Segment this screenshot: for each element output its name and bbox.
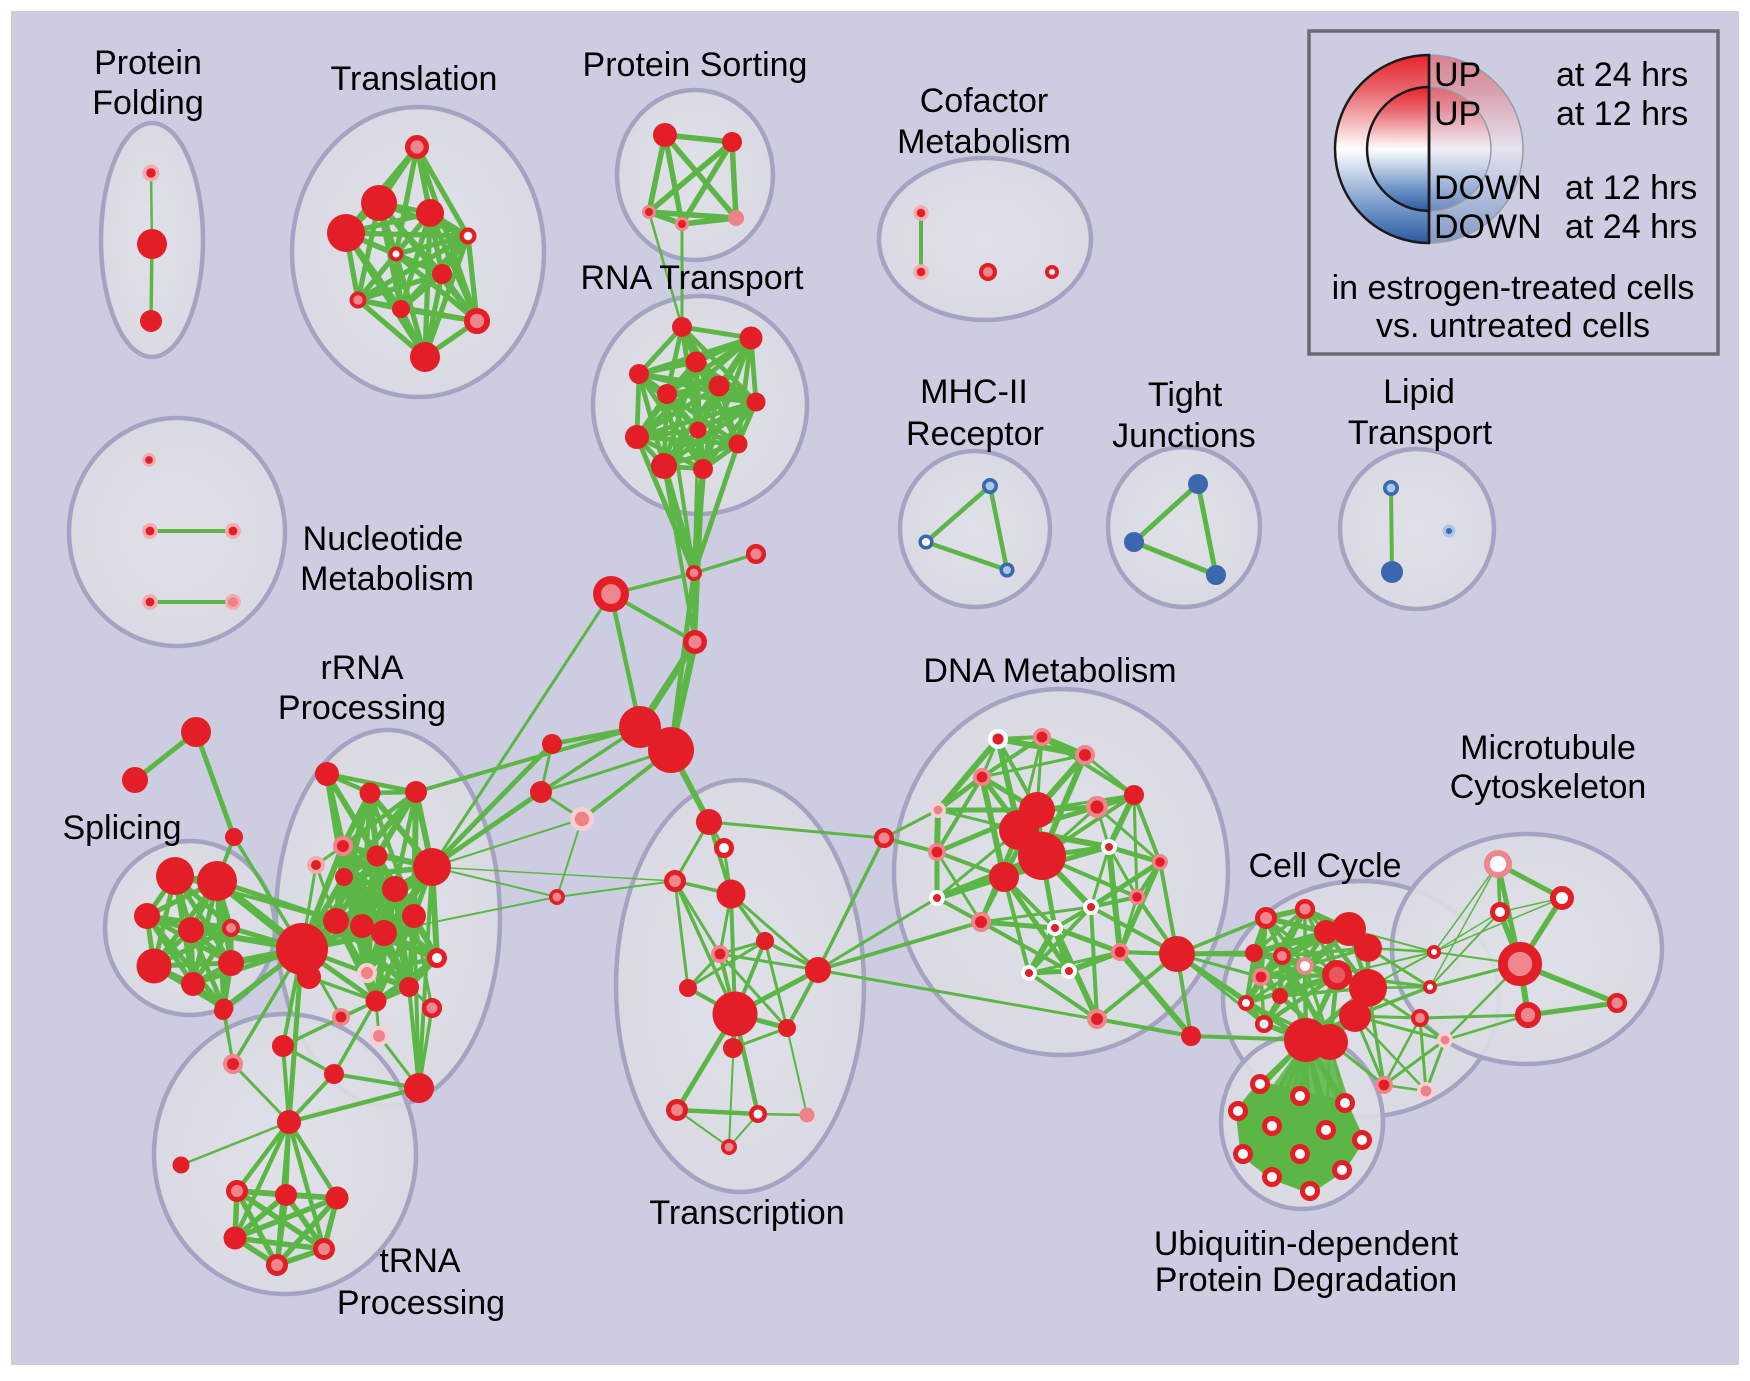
svg-text:Cytoskeleton: Cytoskeleton [1450, 768, 1647, 806]
svg-text:at 24 hrs: at 24 hrs [1565, 208, 1697, 246]
svg-text:UP: UP [1434, 56, 1481, 94]
svg-text:DNA Metabolism: DNA Metabolism [923, 652, 1176, 690]
svg-text:Splicing: Splicing [62, 809, 181, 847]
svg-text:Metabolism: Metabolism [897, 123, 1071, 161]
svg-text:Translation: Translation [331, 60, 498, 98]
svg-text:Cell Cycle: Cell Cycle [1248, 847, 1401, 885]
svg-text:Protein: Protein [94, 44, 202, 82]
svg-text:MHC-II: MHC-II [920, 373, 1028, 411]
svg-text:UP: UP [1434, 95, 1481, 133]
svg-text:Protein Sorting: Protein Sorting [583, 46, 808, 84]
svg-text:Folding: Folding [92, 84, 204, 122]
svg-text:Processing: Processing [278, 689, 446, 727]
svg-text:at 24 hrs: at 24 hrs [1556, 56, 1688, 94]
svg-text:Cofactor: Cofactor [920, 82, 1049, 120]
svg-text:Microtubule: Microtubule [1460, 729, 1636, 767]
svg-text:Tight: Tight [1148, 376, 1223, 414]
svg-text:RNA Transport: RNA Transport [581, 259, 805, 297]
svg-text:Receptor: Receptor [906, 415, 1044, 453]
svg-text:Processing: Processing [337, 1284, 505, 1322]
svg-text:Lipid: Lipid [1383, 373, 1455, 411]
svg-text:Transcription: Transcription [649, 1194, 844, 1232]
svg-text:at 12 hrs: at 12 hrs [1556, 95, 1688, 133]
svg-text:tRNA: tRNA [379, 1242, 461, 1280]
svg-text:DOWN: DOWN [1434, 169, 1542, 207]
svg-text:Metabolism: Metabolism [300, 560, 474, 598]
svg-text:Ubiquitin-dependent: Ubiquitin-dependent [1154, 1225, 1459, 1263]
svg-text:Nucleotide: Nucleotide [303, 520, 464, 558]
svg-text:rRNA: rRNA [320, 649, 403, 687]
svg-text:vs. untreated cells: vs. untreated cells [1376, 307, 1650, 345]
svg-text:at 12 hrs: at 12 hrs [1565, 169, 1697, 207]
svg-text:Transport: Transport [1348, 414, 1493, 452]
svg-text:Protein Degradation: Protein Degradation [1155, 1261, 1457, 1299]
svg-text:Junctions: Junctions [1112, 417, 1256, 455]
svg-text:DOWN: DOWN [1434, 208, 1542, 246]
svg-text:in estrogen-treated cells: in estrogen-treated cells [1332, 269, 1695, 307]
